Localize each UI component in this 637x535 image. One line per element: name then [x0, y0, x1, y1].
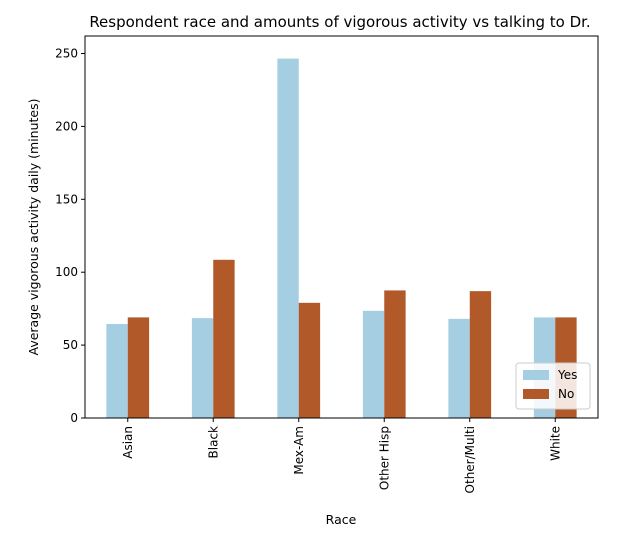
bar-yes-black — [191, 318, 214, 418]
x-tick-label: Other Hisp — [377, 426, 391, 490]
x-axis-label: Race — [326, 512, 357, 527]
y-tick-label: 0 — [70, 411, 78, 425]
bars — [106, 58, 577, 418]
x-tick-label: Other/Multi — [463, 426, 477, 493]
plot-frame — [84, 35, 599, 419]
legend-label-yes: Yes — [557, 368, 577, 382]
y-tick-label: 50 — [63, 338, 78, 352]
y-axis-label: Average vigorous activity daily (minutes… — [26, 99, 41, 356]
chart-title: Respondent race and amounts of vigorous … — [89, 13, 590, 31]
bar-yes-other-multi — [448, 318, 470, 418]
bar-yes-other-hisp — [362, 310, 385, 418]
legend-label-no: No — [558, 387, 574, 401]
y-tick-label: 150 — [55, 192, 78, 206]
legend-swatch-yes — [523, 370, 549, 380]
x-axis-ticks: Asian Black Mex-Am Other Hisp Other/Multi Whi… — [121, 418, 562, 493]
bar-no-asian — [127, 317, 150, 418]
bar-no-black — [213, 259, 235, 418]
bar-yes-asian — [106, 323, 128, 418]
y-axis-ticks: 0 50 100 150 200 250 — [55, 46, 85, 425]
y-tick-label: 200 — [55, 119, 78, 133]
x-tick-label: Mex-Am — [292, 426, 306, 475]
legend-swatch-no — [523, 389, 549, 399]
bar-no-other-multi — [469, 291, 492, 418]
bar-no-mex-am — [298, 302, 321, 418]
y-tick-label: 250 — [55, 46, 78, 60]
x-tick-label: Black — [206, 426, 220, 459]
legend-frame — [515, 362, 591, 410]
bar-yes-mex-am — [277, 58, 299, 418]
x-tick-label: White — [548, 426, 562, 461]
bar-no-other-hisp — [384, 290, 406, 418]
legend: Yes No — [515, 362, 591, 410]
y-tick-label: 100 — [55, 265, 78, 279]
x-tick-label: Asian — [121, 426, 135, 459]
